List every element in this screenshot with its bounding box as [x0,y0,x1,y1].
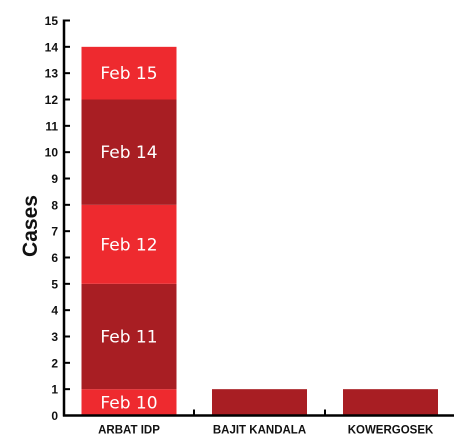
y-tick-label: 5 [51,277,58,291]
bar-segment [81,204,177,284]
y-tick-label: 13 [45,67,59,81]
y-tick-label: 15 [45,14,59,28]
bar-segment [81,99,177,205]
y-tick-label: 8 [51,198,58,212]
bar-segment [343,389,438,416]
segment-label: Feb 14 [100,143,157,163]
y-tick-label: 11 [45,119,58,133]
segment-label: Feb 10 [100,393,157,413]
segment-label: Feb 12 [100,235,157,255]
bar-segment [212,389,307,416]
x-axis: ARBAT IDP BAJIT KANDALA KOWERGOSEK [63,409,454,436]
bars: Feb 10 Feb 11 Feb 12 Feb 14 Feb 15 [81,46,438,416]
y-tick-label: 10 [45,146,59,160]
y-tick-label: 1 [51,383,58,397]
y-tick-label: 6 [51,251,58,265]
y-tick-label: 0 [51,409,58,423]
bar-segment [81,46,177,100]
x-category-label: BAJIT KANDALA [213,425,306,436]
bar-segment [81,389,177,416]
x-category-label: KOWERGOSEK [348,425,434,436]
y-tick-label: 7 [51,225,58,239]
y-axis-title: Cases [19,195,42,257]
y-tick-label: 2 [51,356,58,370]
y-tick-label: 14 [45,40,59,54]
segment-label: Feb 11 [100,328,157,348]
y-tick-label: 9 [51,172,58,186]
y-tick-label: 12 [45,93,59,107]
x-category-label: ARBAT IDP [98,425,160,436]
segment-label: Feb 15 [100,64,157,84]
y-tick-label: 4 [51,304,58,318]
bar-segment [81,283,177,390]
y-tick-label: 3 [51,330,58,344]
